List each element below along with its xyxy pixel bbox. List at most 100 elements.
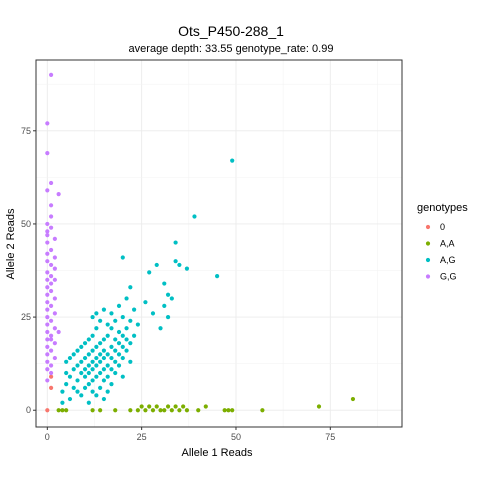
data-point	[162, 408, 167, 413]
data-point	[101, 367, 107, 372]
legend-swatch	[425, 274, 431, 279]
x-axis-title: Allele 1 Reads	[182, 447, 253, 459]
y-axis-title: Allele 2 Reads	[5, 208, 17, 279]
legend-items: 0 A,A A,G G,G	[425, 222, 457, 282]
series-0	[45, 374, 54, 413]
data-point	[101, 396, 107, 402]
data-point	[56, 192, 61, 197]
data-point	[75, 378, 80, 383]
data-point	[48, 225, 54, 230]
data-point	[230, 408, 235, 413]
data-point	[162, 303, 167, 309]
data-point	[60, 408, 65, 413]
data-point	[105, 322, 110, 327]
data-point	[90, 367, 95, 372]
data-point	[98, 352, 103, 357]
y-tick-label: 0	[26, 405, 31, 415]
data-point	[90, 314, 95, 320]
data-point	[52, 236, 57, 241]
data-point	[86, 363, 91, 368]
data-point	[158, 408, 163, 413]
data-point	[82, 374, 88, 379]
data-point	[45, 277, 50, 282]
series-a-g	[60, 158, 235, 405]
data-point	[48, 274, 54, 279]
data-point	[48, 333, 54, 338]
data-point	[158, 326, 163, 331]
data-point	[109, 355, 114, 361]
data-point	[52, 341, 57, 346]
data-point	[109, 367, 114, 372]
data-point	[90, 408, 95, 413]
data-point	[109, 382, 114, 387]
data-point	[56, 408, 61, 413]
data-point	[60, 400, 65, 405]
data-point	[143, 408, 148, 413]
data-point	[45, 367, 50, 372]
data-point	[215, 274, 220, 279]
data-point	[64, 408, 69, 413]
data-point	[48, 348, 54, 353]
data-point	[113, 348, 118, 353]
data-point	[75, 363, 80, 368]
data-point	[48, 214, 54, 219]
data-point	[169, 296, 174, 301]
data-point	[94, 326, 99, 331]
data-point	[226, 408, 231, 413]
data-point	[222, 408, 227, 413]
data-point	[101, 307, 107, 312]
data-point	[124, 337, 129, 342]
data-point	[260, 408, 265, 413]
y-tick-label: 25	[21, 312, 31, 322]
data-point	[52, 255, 57, 260]
data-point	[120, 255, 125, 260]
data-point	[45, 259, 50, 264]
data-point	[90, 378, 95, 383]
data-point	[101, 348, 107, 353]
data-point	[98, 408, 103, 413]
data-point	[94, 355, 99, 361]
data-point	[154, 262, 159, 268]
data-point	[203, 404, 208, 409]
data-point	[116, 303, 122, 309]
data-point	[45, 344, 50, 349]
data-point	[120, 374, 125, 379]
data-point	[45, 307, 50, 312]
x-tick-label: 0	[45, 432, 50, 442]
data-point	[181, 404, 186, 409]
data-point	[90, 389, 95, 394]
data-point	[86, 370, 91, 376]
data-point	[71, 352, 76, 357]
data-point	[116, 363, 122, 368]
data-point	[196, 408, 201, 413]
data-point	[113, 337, 118, 342]
data-point	[48, 72, 54, 78]
data-point	[82, 385, 88, 390]
data-point	[82, 341, 88, 346]
data-point	[82, 355, 88, 361]
data-point	[154, 404, 159, 409]
data-point	[94, 363, 99, 368]
data-point	[52, 311, 57, 316]
data-point	[45, 251, 50, 256]
data-point	[98, 385, 103, 390]
data-point	[45, 221, 50, 227]
data-point	[45, 337, 50, 342]
data-point	[184, 408, 190, 413]
axis-ticks: 0 25 50 75 0 25 50 75	[21, 126, 335, 442]
series-a-a	[56, 396, 356, 413]
data-point	[48, 363, 54, 368]
data-point	[86, 337, 91, 342]
data-point	[316, 404, 322, 409]
data-point	[71, 367, 76, 372]
data-point	[192, 214, 197, 219]
grid	[36, 60, 402, 427]
data-point	[45, 121, 50, 126]
data-point	[109, 311, 114, 316]
data-point	[177, 408, 182, 413]
data-point	[90, 359, 95, 364]
data-point	[48, 247, 54, 253]
data-point	[98, 370, 103, 376]
